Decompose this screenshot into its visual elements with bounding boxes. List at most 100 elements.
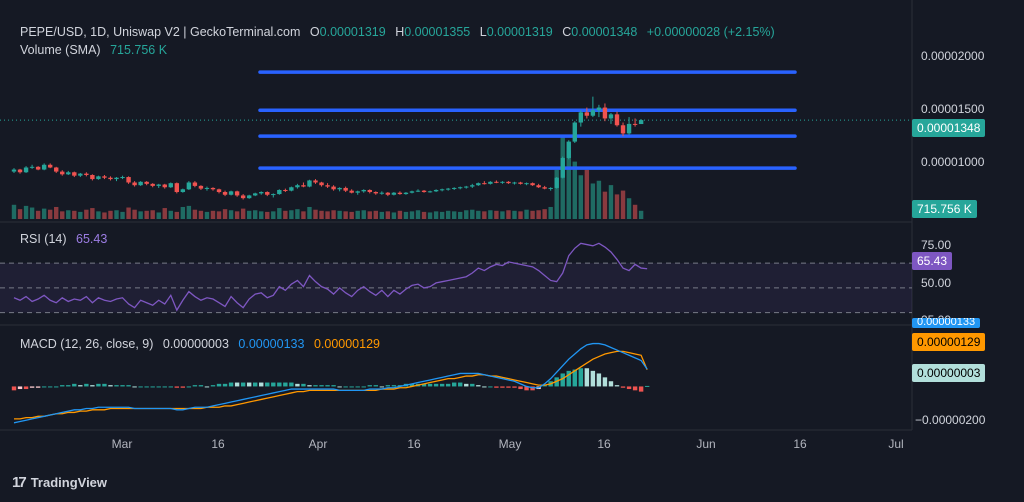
macd-histogram-bar (331, 385, 336, 387)
rsi-line (13, 242, 648, 312)
macd-signal-value: 0.00000129 (313, 337, 380, 351)
macd-histogram-bar (409, 383, 415, 387)
volume-bar (337, 210, 342, 219)
symbol-label: PEPE/USD, 1D, Uniswap V2 | GeckoTerminal… (20, 25, 301, 39)
volume-bar (331, 210, 336, 219)
volume-bar (246, 210, 252, 219)
macd-histogram-bar (174, 386, 180, 388)
macd-histogram-bar (361, 386, 366, 388)
macd-histogram-bar (367, 385, 372, 387)
volume-bar (283, 210, 288, 219)
volume-bar (482, 211, 487, 219)
candle-body (385, 192, 391, 195)
volume-bar (319, 210, 324, 219)
candle-body (192, 182, 198, 186)
macd-histogram-bar (590, 370, 596, 387)
macd-hist-value: 0.00000003 (162, 337, 229, 351)
x-tick: 16 (211, 437, 225, 451)
macd-line-badge: 0.00000133 (912, 318, 981, 328)
candle-body (29, 166, 35, 168)
macd-histogram-bar (385, 385, 391, 387)
macd-histogram-bar (602, 377, 608, 387)
volume-bar (192, 209, 198, 219)
tradingview-icon: 17 (12, 474, 27, 491)
macd-histogram-bar (439, 383, 445, 387)
volume-bar (361, 210, 366, 219)
candle-body (90, 174, 95, 180)
volume-bar (41, 208, 47, 219)
candle-body (271, 194, 276, 196)
candle-body (373, 192, 378, 194)
volume-bar (506, 210, 511, 219)
macd-histogram-bar (596, 373, 602, 387)
x-tick: Jun (696, 437, 716, 451)
candle-body (174, 183, 180, 193)
macd-histogram-bar (578, 368, 584, 387)
volume-badge: 715.756 K (912, 200, 977, 218)
macd-histogram-bar (180, 386, 186, 388)
macd-histogram-bar (96, 383, 101, 387)
low-label: L (479, 25, 487, 39)
candle-body (253, 193, 258, 196)
candle-body (108, 177, 113, 180)
candle-body (331, 186, 336, 190)
macd-label: MACD (12, 26, close, 9) (20, 337, 154, 351)
volume-bar (325, 211, 330, 219)
candle-body (283, 189, 288, 191)
low-value: 0.00001319 (486, 25, 553, 39)
volume-bar (132, 209, 137, 219)
volume-bar (343, 211, 348, 219)
macd-histogram-bar (391, 385, 397, 387)
macd-histogram-bar (379, 386, 385, 388)
macd-histogram-bar (210, 385, 216, 387)
macd-histogram-bar (518, 386, 523, 390)
volume-bar (421, 211, 427, 219)
macd-histogram-bar (168, 386, 173, 388)
macd-histogram-bar (35, 386, 41, 388)
macd-histogram-bar (638, 386, 644, 392)
candle-body (584, 112, 590, 116)
macd-line-value: 0.00000133 (238, 337, 305, 351)
volume-bar (144, 210, 149, 219)
volume-bar (566, 150, 571, 219)
macd-histogram-bar (464, 383, 469, 387)
tradingview-logo[interactable]: 17 TradingView (12, 474, 107, 491)
volume-bar (626, 198, 632, 219)
macd-histogram-bar (54, 386, 59, 388)
volume-bar (458, 211, 463, 219)
volume-bar (84, 209, 89, 219)
volume-bar (464, 210, 469, 219)
macd-histogram-bar (259, 382, 264, 387)
candle-body (379, 192, 385, 194)
macd-histogram-bar (614, 385, 620, 387)
macd-histogram-bar (84, 383, 89, 387)
macd-histogram-bar (349, 386, 354, 388)
macd-histogram-bar (216, 383, 222, 387)
candle-body (415, 190, 421, 192)
candle-body (168, 183, 173, 188)
candle-body (35, 166, 41, 170)
volume-value: 715.756 K (110, 43, 168, 57)
candle-body (289, 187, 294, 191)
macd-histogram-bar (246, 382, 252, 387)
candle-body (54, 167, 59, 172)
volume-bar (433, 211, 439, 219)
x-tick: 16 (597, 437, 611, 451)
macd-histogram-bar (186, 386, 192, 388)
logo-text: TradingView (30, 475, 108, 490)
macd-histogram-bar (277, 382, 282, 387)
candle-body (307, 180, 312, 187)
macd-histogram-bar (584, 368, 590, 387)
macd-histogram-bar (234, 382, 240, 387)
macd-histogram-bar (102, 383, 107, 387)
candle-body (578, 112, 584, 123)
macd-histogram-bar (138, 386, 143, 388)
macd-histogram-bar (458, 382, 463, 387)
volume-bar (295, 209, 300, 219)
macd-histogram-bar (445, 383, 451, 387)
volume-bar (367, 211, 372, 219)
macd-histogram-bar (78, 385, 83, 387)
macd-histogram-bar (632, 386, 638, 391)
candle-body (72, 172, 77, 176)
